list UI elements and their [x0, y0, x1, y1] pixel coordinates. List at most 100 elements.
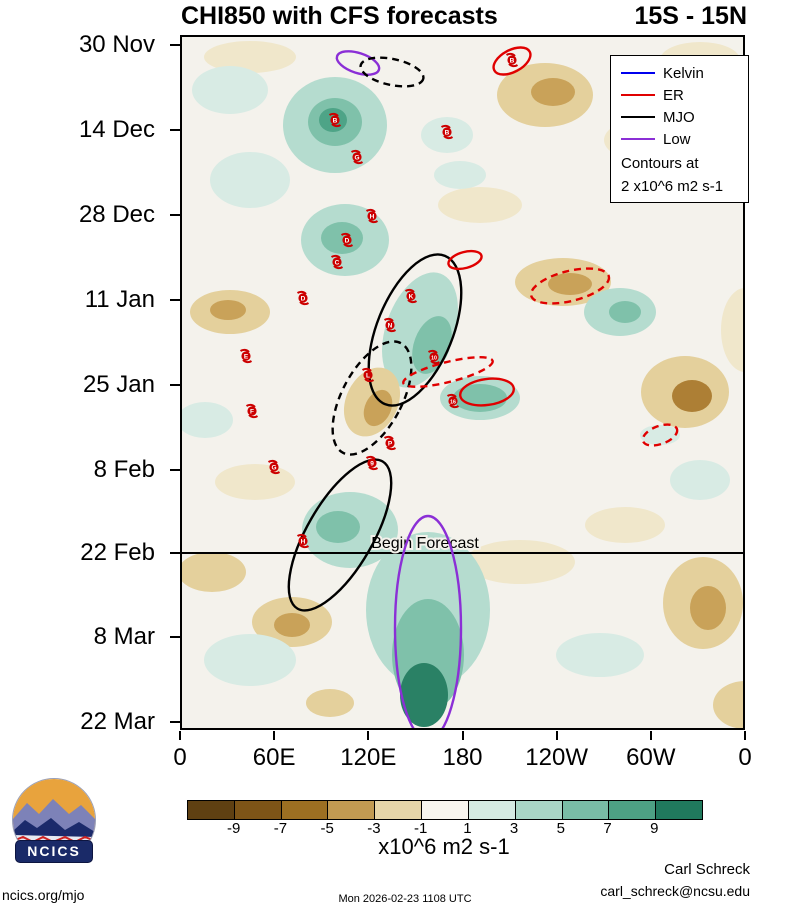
field-blob: [306, 689, 354, 717]
legend-item-label: Kelvin: [663, 64, 704, 82]
footer-credit: Carl Schreck carl_schreck@ncsu.edu: [600, 861, 750, 899]
x-axis-tick: [273, 731, 276, 740]
storm-marker: B: [328, 112, 342, 128]
field-blob: [609, 301, 641, 323]
y-axis-label: 22 Feb: [80, 539, 155, 566]
storm-label: G: [271, 464, 276, 471]
legend-item: ER: [611, 84, 748, 106]
storm-label: N: [388, 322, 393, 329]
y-axis-tick: [170, 721, 180, 723]
storm-label: D: [301, 295, 306, 302]
storm-marker: D: [340, 232, 354, 248]
y-axis-label: 11 Jan: [84, 286, 155, 313]
colorbar-segment: [375, 801, 423, 819]
x-axis-tick: [461, 731, 464, 740]
footer-email[interactable]: carl_schreck@ncsu.edu: [600, 883, 750, 899]
legend-item-label: MJO: [663, 108, 695, 126]
x-axis-tick: [649, 731, 652, 740]
storm-label: F: [250, 408, 254, 415]
x-axis-label: 120E: [340, 744, 397, 771]
x-axis-tick: [179, 731, 181, 740]
storm-label: H: [370, 213, 375, 220]
footer-author: Carl Schreck: [664, 861, 750, 878]
y-axis-tick: [170, 299, 180, 301]
legend-box: Kelvin ER MJO Low Contours at 2 x10^6 m2 s-…: [610, 55, 749, 203]
field-blob: [204, 634, 296, 686]
colorbar-units-label: x10^6 m2 s-1: [378, 834, 510, 859]
storm-marker: N: [383, 317, 397, 333]
observed-contour: [335, 50, 381, 76]
colorbar-tick-label: -9: [227, 820, 241, 837]
storm-label: P: [388, 440, 393, 447]
y-axis-tick: [170, 44, 180, 46]
field-blob: [531, 78, 575, 106]
field-blob: [321, 222, 363, 254]
legend-item: Low: [611, 128, 748, 150]
legend-item-label: Low: [663, 130, 691, 148]
colorbar-tick-label: 1: [463, 820, 472, 837]
colorbar-tick-label: 9: [650, 820, 659, 837]
y-axis-label: 25 Jan: [82, 371, 155, 398]
ncics-logo-text: NCICS: [15, 840, 93, 863]
field-blob: [438, 187, 522, 223]
storm-label: G: [354, 154, 359, 161]
y-axis-tick: [170, 214, 180, 216]
storm-label: B: [333, 117, 338, 124]
forecast-contour: [402, 356, 494, 388]
field-blob: [672, 380, 712, 412]
field-blob: [204, 41, 296, 73]
observed-contour: [492, 46, 532, 76]
field-blob: [363, 389, 393, 427]
x-axis-tick: [744, 731, 746, 740]
colorbar-tick-label: 7: [603, 820, 612, 837]
y-axis-label: 22 Mar: [80, 708, 155, 735]
field-blob: [556, 633, 644, 677]
storm-marker: H: [296, 533, 310, 549]
forecast-contour: [529, 267, 611, 305]
field-blob: [434, 161, 486, 189]
storm-label: D: [345, 237, 350, 244]
colorbar-tick-label: 3: [509, 820, 519, 837]
y-axis-label: 28 Dec: [78, 201, 155, 228]
footer-timestamp: Mon 2026-02-23 1108 UTC: [338, 893, 472, 905]
chart-title-bar: CHI850 with CFS forecasts 15S - 15N: [181, 2, 747, 31]
colorbar-segment: [468, 801, 516, 819]
field-blob: [215, 464, 295, 500]
colorbar-tick-label: -7: [273, 820, 288, 837]
chart-title: CHI850 with CFS forecasts: [181, 2, 498, 30]
y-axis-tick: [170, 636, 180, 638]
x-axis-label: 180: [442, 744, 483, 771]
observed-contour: [287, 458, 393, 612]
storm-label: E: [244, 353, 249, 360]
storm-marker: E: [239, 348, 253, 364]
observed-contour: [447, 249, 483, 271]
storm-marker: P: [383, 435, 397, 451]
field-blob: [316, 511, 360, 543]
colorbar-segment: [656, 801, 702, 819]
colorbar-segment: [609, 801, 657, 819]
field-blob: [210, 300, 246, 320]
y-axis-tick: [170, 384, 180, 386]
field-blob: [670, 460, 730, 500]
storm-marker: 10: [427, 349, 441, 365]
plot-frame: [180, 35, 745, 730]
field-blob: [412, 316, 452, 374]
x-axis-tick: [367, 731, 370, 740]
storm-marker: D: [296, 290, 310, 306]
storm-label: C: [335, 259, 340, 266]
colorbar-tick-label: -3: [367, 820, 381, 837]
x-axis-tick: [555, 731, 558, 740]
storm-label: H: [301, 538, 306, 545]
colorbar-segment: [188, 801, 235, 819]
colorbar-tick-label: -5: [320, 820, 334, 837]
x-axis-label: 0: [173, 744, 187, 771]
x-axis-label: 0: [738, 744, 752, 771]
footer-site-link[interactable]: ncics.org/mjo: [2, 887, 85, 903]
y-axis-label: 8 Mar: [93, 623, 155, 650]
x-axis-label: 60W: [626, 744, 676, 771]
x-axis-label: 120W: [525, 744, 588, 771]
storm-marker: 16: [446, 393, 460, 409]
forecast-contour: [331, 340, 413, 456]
legend-item: Kelvin: [611, 62, 748, 84]
